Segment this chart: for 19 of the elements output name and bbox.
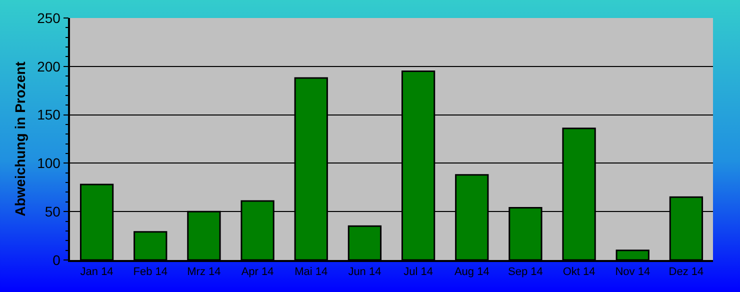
x-tick-label: Jun 14	[348, 266, 382, 278]
x-tick-label: Sep 14	[508, 266, 543, 278]
x-tick-label: Jan 14	[80, 266, 114, 278]
x-tick-label: Feb 14	[133, 266, 168, 278]
y-tick-label: 100	[37, 155, 61, 172]
x-tick-label: Dez 14	[668, 266, 704, 278]
y-tick-label: 150	[37, 106, 61, 123]
y-tick-label: 200	[37, 58, 61, 74]
x-tick-label: Mai 14	[294, 266, 328, 278]
x-tick-label: Nov 14	[615, 266, 650, 278]
x-tick-label: Okt 14	[562, 266, 596, 278]
x-tick-label: Mrz 14	[187, 266, 221, 278]
x-tick-label: Aug 14	[454, 266, 490, 278]
y-tick-label: 250	[37, 10, 61, 26]
x-tick-label: Apr 14	[241, 266, 274, 278]
y-tick-label: 50	[44, 204, 61, 220]
y-tick-label: 0	[52, 252, 61, 268]
x-tick-label: Jul 14	[404, 266, 433, 278]
y-axis-title: Abweichung in Prozent	[12, 61, 28, 216]
